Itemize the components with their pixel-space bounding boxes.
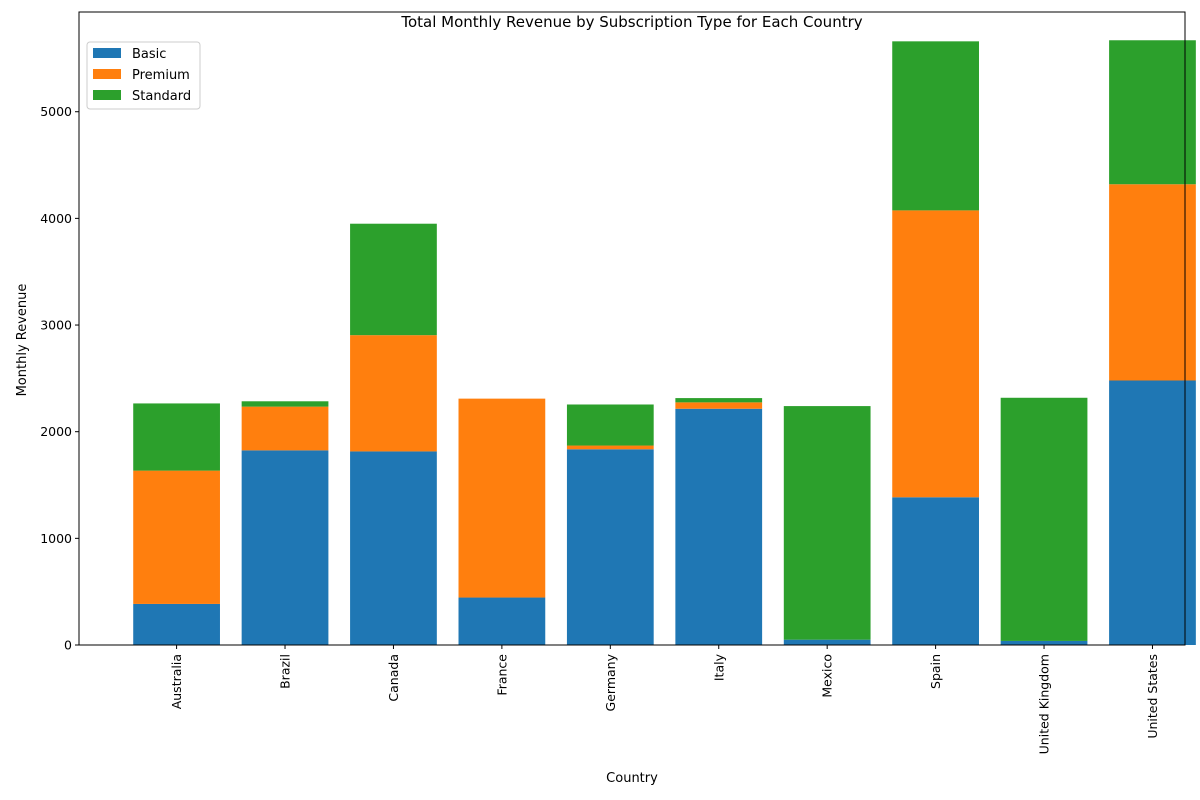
y-tick-label: 1000 [40,531,72,546]
bar-basic-italy [675,408,763,645]
bar-basic-mexico [783,639,871,645]
bar-standard-united-states [1109,40,1196,185]
y-tick-label: 4000 [40,211,72,226]
bar-basic-australia [133,603,220,645]
legend-label-standard: Standard [132,89,191,104]
x-tick-label: United Kingdom [1037,654,1052,754]
bars-group [133,40,1196,645]
x-tick-label: Spain [928,654,943,689]
bar-standard-mexico [783,406,871,640]
bar-basic-france [458,597,546,645]
bar-basic-canada [350,451,437,645]
bar-basic-spain [892,497,979,645]
bar-standard-italy [675,398,763,403]
bar-premium-spain [892,210,979,498]
legend-swatch-standard [93,90,121,100]
y-tick-label: 3000 [40,318,72,333]
bar-standard-germany [566,404,654,446]
bar-standard-united-kingdom [1000,397,1088,641]
x-tick-label: United States [1145,654,1160,739]
legend-label-premium: Premium [132,68,190,83]
x-tick-label: Mexico [820,654,835,698]
bar-premium-italy [675,402,763,409]
legend-swatch-premium [93,69,121,79]
legend-swatch-basic [93,48,121,58]
x-tick-label: Germany [603,653,618,711]
y-tick-label: 2000 [40,424,72,439]
bar-basic-united-states [1109,380,1196,645]
x-tick-label: France [494,654,509,696]
bar-premium-canada [350,335,437,452]
x-tick-label: Canada [386,654,401,702]
plot-frame [78,11,1186,646]
y-axis-label: Monthly Revenue [15,284,30,397]
x-axis-label: Country [606,771,658,786]
y-tick-label: 0 [64,638,72,653]
bar-basic-germany [566,449,654,645]
bar-basic-brazil [241,450,329,645]
legend-label-basic: Basic [132,47,166,62]
bar-basic-united-kingdom [1000,640,1088,645]
bar-premium-germany [566,445,654,450]
x-tick-label: Australia [169,654,184,709]
chart-title: Total Monthly Revenue by Subscription Ty… [400,13,862,31]
bar-standard-canada [350,223,437,336]
x-axis-ticks: Australia Brazil Canada France Germany Italy M… [169,645,1160,754]
bar-standard-brazil [241,401,329,407]
bar-premium-united-states [1109,184,1196,381]
legend: Basic Premium Standard [86,41,201,110]
y-axis-ticks: 0 1000 2000 3000 4000 5000 [40,104,79,653]
bar-standard-australia [133,403,220,471]
bar-premium-brazil [241,406,329,451]
y-tick-label: 5000 [40,104,72,119]
bar-premium-france [458,398,546,598]
bar-standard-spain [892,41,979,211]
x-tick-label: Italy [711,653,726,681]
bar-premium-australia [133,470,220,604]
x-tick-label: Brazil [278,654,293,689]
